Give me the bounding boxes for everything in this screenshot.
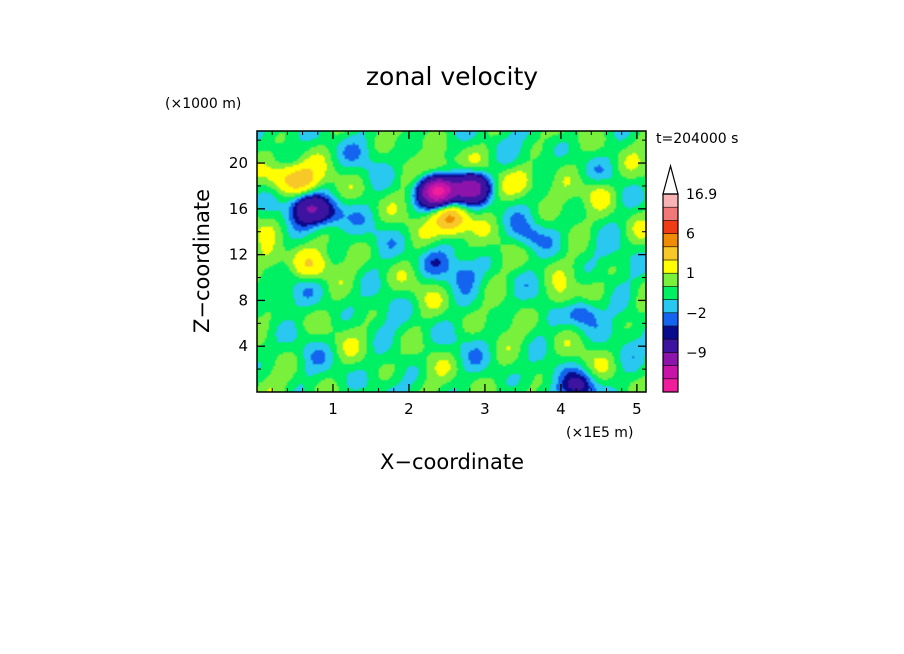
x-axis-label: X−coordinate: [380, 450, 524, 474]
x-tick-label: 5: [632, 400, 642, 418]
colorbar-segment: [663, 365, 678, 380]
y-tick-label: 4: [238, 337, 248, 355]
colorbar-segment: [663, 299, 678, 314]
x-tick-label: 3: [480, 400, 490, 418]
plot-frame: [256, 130, 647, 393]
x-axis-unit: (×1E5 m): [566, 425, 633, 441]
colorbar-segment: [663, 312, 678, 327]
colorbar-label: 6: [686, 227, 695, 243]
colorbar-segment: [663, 352, 678, 366]
y-axis: 4 8 12 16 20: [229, 139, 646, 370]
colorbar-segment: [663, 207, 678, 221]
colorbar-label: −9: [686, 345, 707, 361]
colorbar-segment: [663, 233, 678, 248]
colorbar: 16.9 6 1 −2 −9: [662, 163, 717, 393]
plot-area: [256, 130, 647, 393]
y-tick-label: 12: [229, 246, 248, 264]
colorbar-segment: [663, 260, 678, 274]
x-tick-label: 1: [328, 400, 338, 418]
colorbar-label: 1: [686, 266, 695, 282]
chart-title: zonal velocity: [366, 62, 538, 91]
x-axis: 1 2 3 4 5: [271, 131, 642, 418]
colorbar-extend-arrow: [662, 163, 679, 195]
colorbar-segment: [663, 246, 678, 261]
colorbar-segment: [663, 339, 678, 353]
x-tick-label: 4: [556, 400, 566, 418]
x-tick-label: 2: [404, 400, 414, 418]
heatmap-field: [257, 131, 646, 392]
colorbar-segment: [663, 220, 678, 234]
y-tick-label: 20: [229, 154, 248, 172]
colorbar-segment: [663, 286, 678, 300]
colorbar-frame: [662, 193, 679, 393]
y-axis-label: Z−coordinate: [190, 189, 214, 333]
time-label: t=204000 s: [656, 131, 738, 147]
colorbar-segment: [663, 378, 678, 393]
colorbar-label: −2: [686, 306, 707, 322]
colorbar-label: 16.9: [686, 187, 717, 203]
y-tick-label: 16: [229, 200, 248, 218]
colorbar-segment: [663, 326, 678, 340]
y-tick-label: 8: [238, 291, 248, 309]
colorbar-segment: [663, 273, 678, 287]
y-axis-unit: (×1000 m): [165, 96, 241, 112]
colorbar-segment: [663, 194, 678, 208]
